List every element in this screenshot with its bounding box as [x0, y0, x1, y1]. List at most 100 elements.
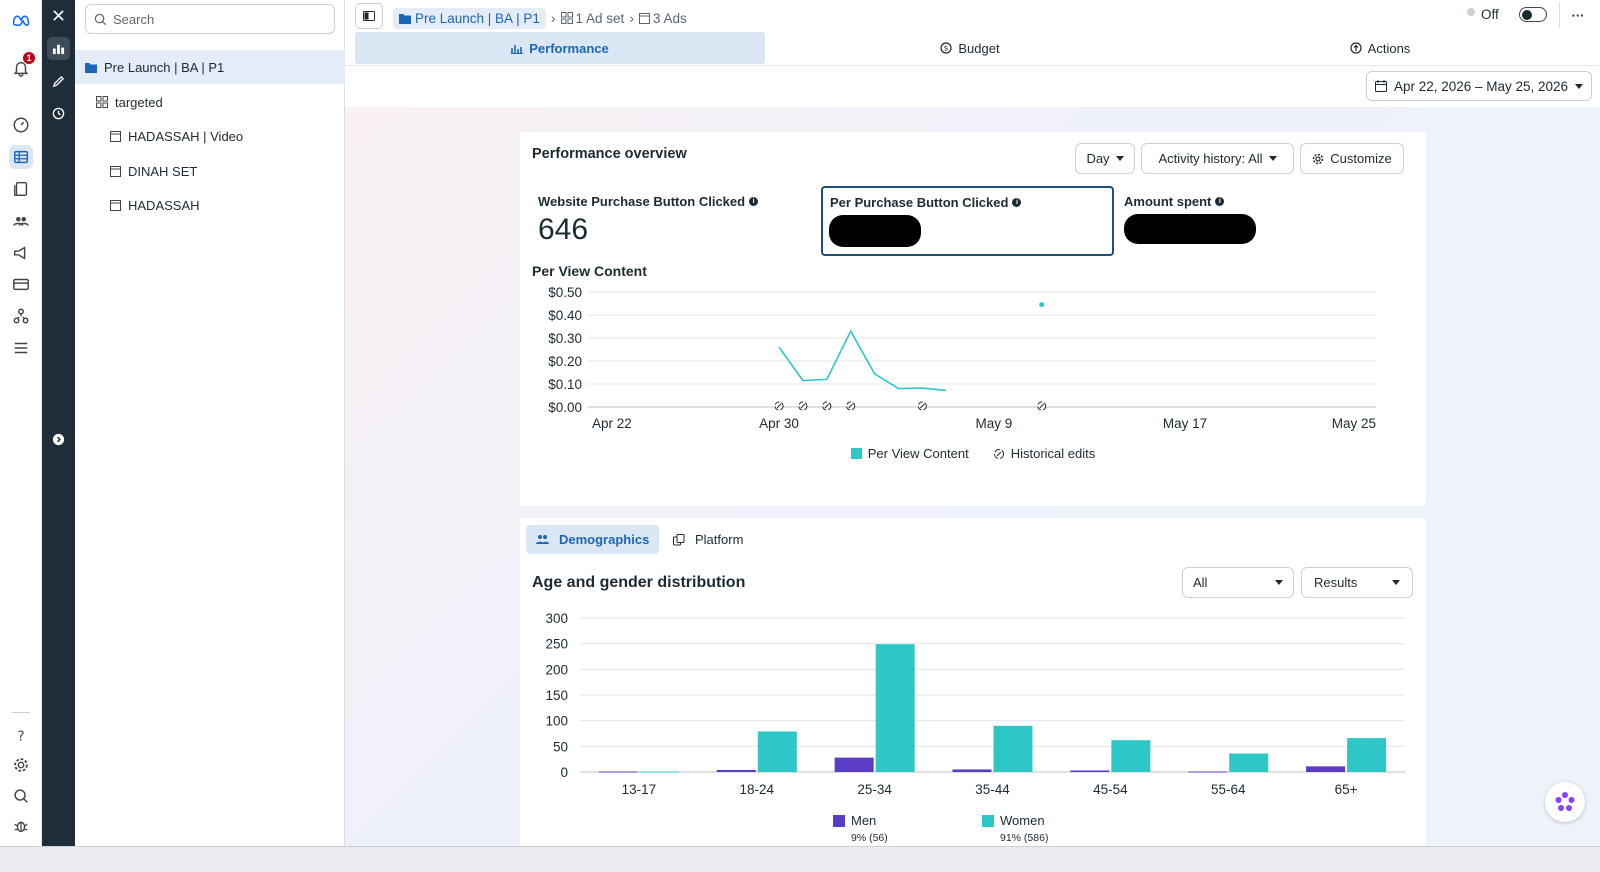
ad-icon	[110, 199, 121, 211]
historical-edit-marker	[822, 401, 832, 411]
metric-label: Website Purchase Button Clicked	[538, 194, 746, 209]
global-nav-rail: 1 ?	[0, 0, 42, 846]
edit-pencil-icon[interactable]	[47, 70, 70, 93]
legend-sublabel: 91% (586)	[1000, 832, 1049, 844]
tree-item-ad[interactable]: HADASSAH | Video	[75, 119, 345, 153]
tree-item-adset[interactable]: targeted	[75, 85, 345, 119]
tab-actions[interactable]: Actions	[1175, 32, 1585, 64]
pages-icon[interactable]	[9, 177, 33, 201]
menu-icon[interactable]	[9, 336, 33, 360]
chart-legend: Per View Content Historical edits	[520, 446, 1426, 461]
billing-icon[interactable]	[9, 272, 33, 296]
date-range-picker[interactable]: Apr 22, 2026 – May 25, 2026	[1366, 71, 1592, 101]
folder-icon	[399, 13, 411, 24]
close-icon[interactable]	[47, 4, 70, 27]
business-tools-icon[interactable]	[9, 304, 33, 328]
y-tick-label: 200	[545, 662, 568, 677]
breadcrumb-adset[interactable]: 1 Ad set	[560, 11, 624, 26]
line-chart: $0.00 $0.10 $0.20 $0.30 $0.40 $0.50 Apr 22 Apr …	[548, 285, 1376, 431]
calendar-icon	[1375, 80, 1387, 92]
customize-button[interactable]: Customize	[1300, 143, 1404, 174]
svg-text:$: $	[944, 45, 948, 53]
breadcrumb-campaign[interactable]: Pre Launch | BA | P1	[393, 7, 546, 29]
y-tick-label: $0.10	[548, 377, 582, 392]
metric-value: 646	[538, 213, 589, 246]
chevron-right-icon: ›	[629, 10, 634, 26]
y-tick-label: $0.20	[548, 354, 582, 369]
tab-label: Demographics	[559, 532, 650, 547]
metric-dropdown[interactable]: Results	[1301, 567, 1413, 598]
search-placeholder: Search	[113, 11, 155, 27]
meta-logo-icon[interactable]	[9, 8, 33, 32]
info-icon: i	[749, 197, 759, 206]
bar-women	[757, 731, 797, 772]
metric-label: Amount spent	[1124, 194, 1212, 209]
dropdown-label: All	[1193, 575, 1208, 590]
granularity-dropdown[interactable]: Day	[1075, 143, 1135, 174]
metric-tile[interactable]: Website Purchase Button Clicked i 646	[538, 194, 759, 247]
x-tick-label: 55-64	[1211, 782, 1246, 797]
legend-label: Historical edits	[1010, 446, 1096, 461]
section-title: Age and gender distribution	[532, 574, 746, 591]
main-content: Pre Launch | BA | P1 › 1 Ad set › 3 Ads …	[345, 0, 1600, 846]
tree-item-campaign[interactable]: Pre Launch | BA | P1	[75, 50, 345, 84]
search-input[interactable]: Search	[85, 4, 335, 34]
edit-marker-stroke	[824, 403, 830, 409]
chevron-down-icon	[1392, 580, 1400, 585]
button-label: Customize	[1330, 151, 1392, 166]
status-label: Off	[1481, 7, 1499, 22]
edit-marker-stroke	[1039, 403, 1045, 409]
chevron-down-icon	[1115, 156, 1124, 161]
edit-marker-stroke	[776, 403, 782, 409]
history-clock-icon[interactable]	[47, 102, 70, 125]
tab-divider	[345, 65, 1600, 66]
bug-report-icon[interactable]	[9, 814, 33, 838]
tab-bar: Performance $ Budget Actions	[355, 32, 1585, 64]
panel-toolbar	[42, 0, 75, 846]
settings-gear-icon[interactable]	[9, 753, 33, 777]
expand-arrow-icon[interactable]	[47, 428, 70, 451]
legend-item: Per View Content	[850, 446, 969, 461]
toggle-panel-button[interactable]	[355, 3, 383, 29]
notifications-icon[interactable]: 1	[9, 51, 36, 80]
data-point	[1039, 302, 1045, 308]
notification-badge: 1	[22, 51, 36, 65]
audience-filter-dropdown[interactable]: All	[1182, 567, 1294, 598]
bar-men	[1070, 770, 1110, 772]
tab-performance[interactable]: Performance	[355, 32, 765, 64]
search-icon[interactable]	[9, 784, 33, 808]
performance-chart-icon[interactable]	[47, 37, 70, 60]
tab-budget[interactable]: $ Budget	[765, 32, 1175, 64]
tab-platform[interactable]: Platform	[673, 525, 743, 554]
historical-edit-marker	[774, 401, 784, 411]
ads-manager-table-icon[interactable]	[9, 145, 33, 169]
activity-history-dropdown[interactable]: Activity history: All	[1141, 143, 1294, 174]
campaigns-icon[interactable]	[9, 241, 33, 265]
edit-marker-stroke	[848, 403, 854, 409]
status-dot-icon	[1467, 7, 1475, 16]
breadcrumb-ads[interactable]: 3 Ads	[638, 11, 687, 26]
app: 1 ? Search Pre Launch | BA | P1	[0, 0, 1600, 846]
status-toggle[interactable]	[1519, 7, 1547, 22]
breadcrumb: Pre Launch | BA | P1 › 1 Ad set › 3 Ads	[393, 6, 687, 30]
y-tick-label: 0	[560, 765, 568, 780]
audiences-icon[interactable]	[9, 209, 33, 233]
more-options-icon[interactable]: ···	[1571, 7, 1585, 23]
bar-women	[875, 644, 915, 772]
x-tick-label: 35-44	[975, 782, 1010, 797]
tree-item-ad[interactable]: HADASSAH	[75, 188, 345, 222]
tree-item-ad[interactable]: DINAH SET	[75, 154, 345, 188]
y-tick-label: $0.50	[548, 285, 582, 300]
tab-label: Performance	[529, 40, 609, 56]
metric-tile-selected[interactable]: Per Purchase Button Clicked i	[821, 186, 1114, 256]
historical-edit-marker	[917, 401, 927, 411]
legend-men: Men 9% (56)	[833, 813, 888, 844]
chevron-down-icon	[1268, 156, 1277, 161]
bar-women	[639, 771, 679, 773]
ai-assistant-icon[interactable]	[1545, 782, 1585, 822]
tab-demographics[interactable]: Demographics	[526, 525, 660, 554]
dashboard-icon[interactable]	[9, 113, 33, 137]
help-icon[interactable]: ?	[9, 723, 33, 747]
tab-label: Platform	[695, 532, 744, 547]
metric-tile[interactable]: Amount spent i	[1124, 194, 1225, 209]
